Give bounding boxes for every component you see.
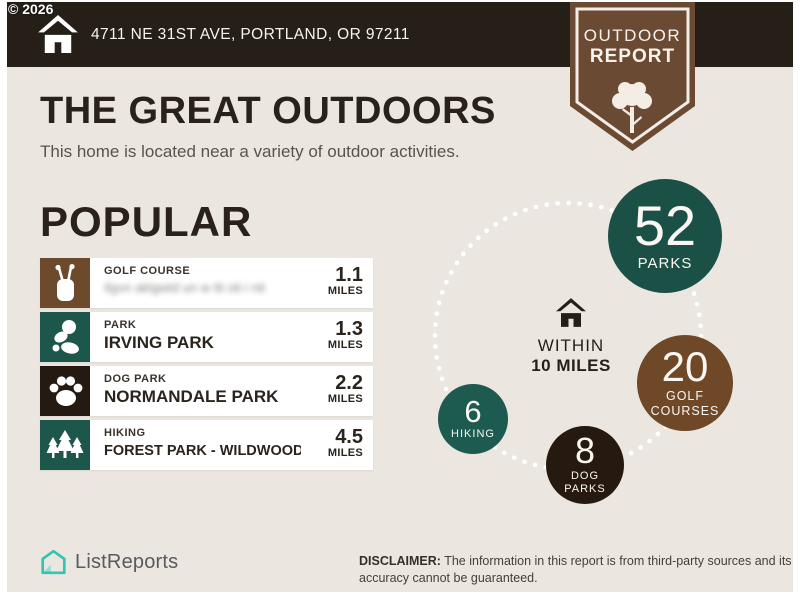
list-item-dog-park: DOG PARK NORMANDALE PARK 2.2 MILES [40,366,373,416]
within-line2: 10 MILES [531,356,611,375]
stat-label-line: PARKS [564,483,606,496]
popular-list: GOLF COURSE Ilgvn aklgwtd un w tti oti i… [40,258,373,474]
disclaimer-label: DISCLAIMER: [359,554,441,568]
listreports-logo-icon [41,549,66,575]
item-distance-unit: MILES [327,393,363,405]
list-item-park: PARK IRVING PARK 1.3 MILES [40,312,373,362]
item-category: DOG PARK [104,373,167,385]
list-item-hiking: HIKING FOREST PARK - WILDWOOD TRAIL 4.5 … [40,420,373,470]
pine-trees-icon [40,420,90,470]
paw-icon [40,366,90,416]
item-name-redacted: Ilgvn aklgwtd un w tti oti i nti [104,280,266,295]
stat-value: 8 [574,429,596,471]
stat-label-line: DOG [570,469,600,482]
outdoor-report-badge: OUTDOOR REPORT [570,2,695,151]
tree-icon [612,82,652,133]
item-distance-unit: MILES [327,285,363,297]
page-subtitle: This home is located near a variety of o… [40,142,460,161]
stat-bubble-golf-courses: 20 GOLF COURSES [637,335,733,431]
brand-name: ListReports [75,550,179,573]
listreports-brand: ListReports [40,548,178,576]
item-category: PARK [104,319,137,331]
golf-bag-icon [40,258,90,308]
property-address: 4711 NE 31ST AVE, PORTLAND, OR 97211 [91,26,410,43]
badge-line2: REPORT [589,46,676,67]
stat-bubble-dog-parks: 8 DOG PARKS [546,426,624,504]
item-distance: 1.1 [335,264,363,286]
item-distance-unit: MILES [327,339,363,351]
badge-shape [570,2,695,151]
item-distance: 1.3 [335,318,363,340]
disclaimer-body: The information in this report is from t… [359,554,792,585]
within-line1: WITHIN [537,336,605,355]
item-category: HIKING [104,427,146,439]
stat-value: 20 [661,343,709,391]
stat-label-line: COURSES [650,403,720,418]
stat-label: GOLF COURSES [651,389,720,419]
item-category: GOLF COURSE [104,265,191,277]
within-radius-label: WITHIN 10 MILES [511,298,631,376]
item-distance: 2.2 [335,372,363,394]
stat-label-line: GOLF [665,388,705,403]
item-name: IRVING PARK [104,333,214,352]
home-icon [556,298,586,327]
stat-value: 52 [633,194,697,258]
popular-heading: POPULAR [40,198,253,245]
item-distance: 4.5 [335,426,363,448]
disclaimer-text: DISCLAIMER: The information in this repo… [359,553,793,587]
item-name: FOREST PARK - WILDWOOD TRAIL [104,443,301,459]
item-distance-unit: MILES [327,447,363,459]
stat-value: 6 [464,393,482,429]
stat-label: PARKS [637,254,693,272]
park-icon [40,312,90,362]
stat-label: HIKING [451,428,495,441]
stat-label: DOG PARKS [564,470,605,496]
home-icon [38,15,78,53]
copyright-notice: © 2026 [8,1,54,17]
stat-bubble-hiking: 6 HIKING [438,384,508,454]
stat-bubble-parks: 52 PARKS [608,179,722,293]
list-item-golf-course: GOLF COURSE Ilgvn aklgwtd un w tti oti i… [40,258,373,308]
page-title: THE GREAT OUTDOORS [40,90,496,132]
badge-line1: OUTDOOR [583,26,682,45]
infographic-page: 4711 NE 31ST AVE, PORTLAND, OR 97211 OUT… [7,2,793,592]
item-name: NORMANDALE PARK [104,387,279,406]
